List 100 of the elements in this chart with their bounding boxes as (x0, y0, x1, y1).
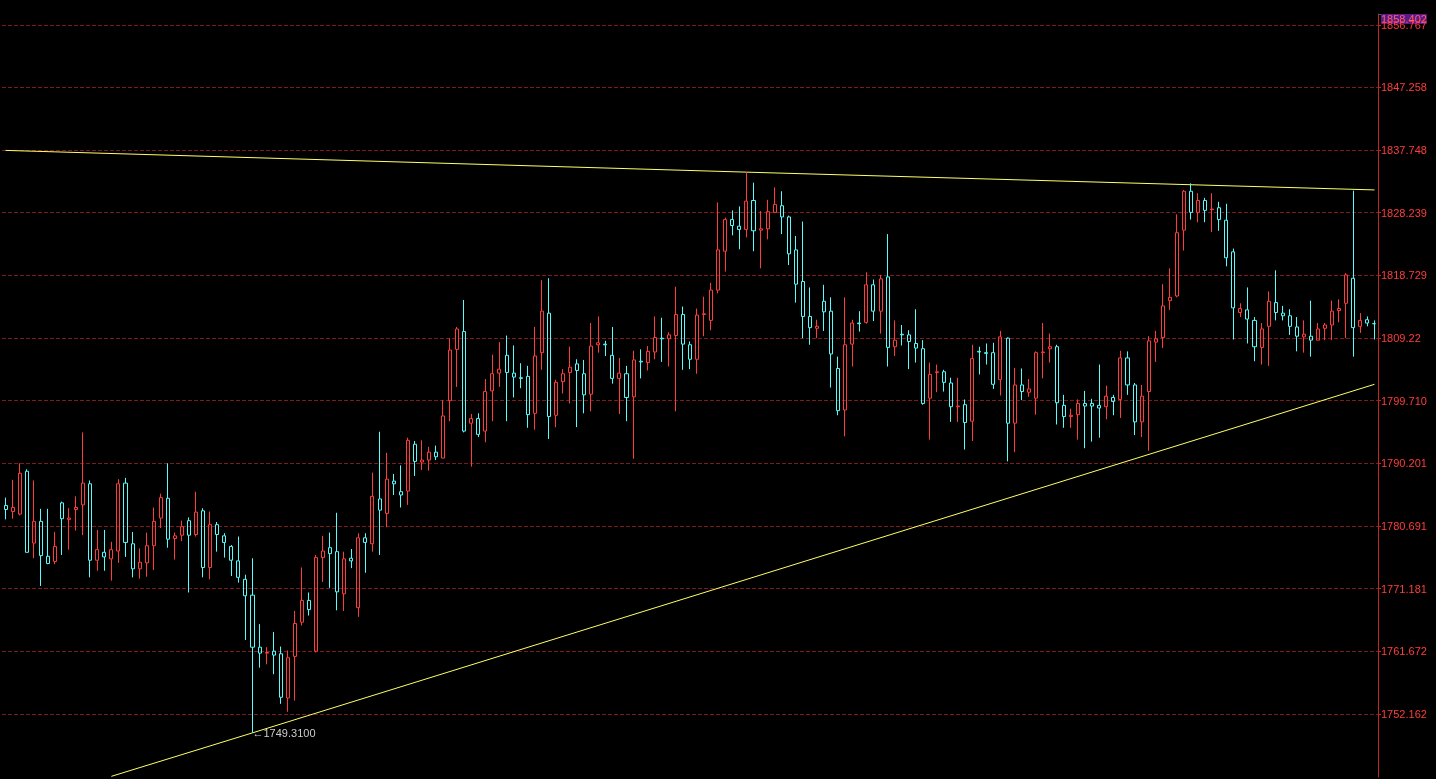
candlestick (526, 365, 530, 429)
candlestick (1330, 300, 1334, 341)
candlestick (1034, 350, 1038, 416)
candlestick (145, 532, 149, 578)
candlestick (32, 480, 36, 559)
candlestick (1196, 192, 1200, 223)
candlestick (173, 532, 177, 561)
candlestick (963, 398, 967, 451)
candlestick (737, 205, 741, 250)
candlestick (1111, 394, 1115, 416)
candlestick (991, 342, 995, 390)
candlestick (490, 354, 494, 422)
candlestick (95, 529, 99, 572)
candlestick (4, 497, 8, 520)
candlestick (547, 277, 551, 440)
candlestick (116, 478, 120, 564)
y-tick-label: 1799.710 (1381, 394, 1427, 407)
y-tick-label: 1818.729 (1381, 269, 1427, 282)
candlestick (272, 631, 276, 675)
candlestick (900, 324, 904, 346)
candlestick (363, 532, 367, 574)
candlestick (554, 379, 558, 428)
candlestick (1267, 290, 1271, 367)
candlestick (1140, 384, 1144, 438)
candlestick (561, 368, 565, 395)
candlestick (928, 362, 932, 441)
candlestick (624, 365, 629, 422)
candlestick (787, 215, 791, 266)
candlestick (1090, 398, 1094, 443)
candlestick (1076, 398, 1080, 441)
candlestick (413, 440, 417, 477)
candlestick (730, 209, 734, 236)
candlestick (1203, 197, 1207, 223)
candlestick (497, 341, 501, 388)
candlestick (166, 462, 170, 549)
candlestick (970, 344, 974, 442)
candlestick (864, 271, 868, 325)
candlestick (773, 186, 777, 214)
candlestick (328, 532, 332, 589)
candlestick (850, 319, 854, 368)
candlestick (1351, 190, 1355, 358)
candlestick (1245, 286, 1249, 344)
candlestick (759, 210, 763, 269)
y-tick-label: 1780.691 (1381, 520, 1427, 533)
candlestick (871, 279, 875, 322)
candlestick (1217, 201, 1221, 232)
candlestick (109, 541, 113, 582)
candlestick (180, 520, 184, 542)
candlestick (935, 364, 939, 393)
candlestick (1027, 378, 1031, 398)
candlestick (1083, 390, 1087, 449)
candlestick (1372, 319, 1376, 340)
candlestick (1062, 394, 1066, 429)
candlestick (159, 493, 163, 529)
candlestick (462, 299, 466, 433)
candlestick (815, 319, 819, 339)
candlestick (512, 344, 516, 398)
candlestick (1337, 298, 1341, 323)
candlestick (801, 221, 805, 339)
candlestick (1069, 408, 1073, 429)
candlestick (201, 507, 205, 578)
candlestick (1055, 344, 1059, 425)
candlestick (258, 623, 262, 669)
y-tick-label: 1847.258 (1381, 81, 1427, 94)
candlestick (568, 346, 572, 404)
candlestick (1133, 382, 1137, 436)
candlestick (822, 284, 826, 332)
candlestick (780, 190, 784, 235)
candlestick (519, 362, 523, 389)
candlestick (1302, 319, 1306, 354)
candlestick (1182, 189, 1186, 252)
candlestick (1210, 192, 1214, 233)
candlestick (434, 445, 438, 461)
candlestick (131, 531, 135, 578)
candlestick (370, 472, 374, 553)
candlestick (307, 592, 311, 617)
candlestick (1154, 330, 1158, 363)
candlestick (123, 477, 128, 558)
candlestick (60, 501, 64, 556)
candlestick (1231, 248, 1235, 340)
candlestick (893, 319, 897, 357)
candlestick (208, 510, 212, 580)
candlestick (794, 235, 798, 304)
candlestick (138, 547, 142, 580)
y-tick-label: 1837.748 (1381, 144, 1427, 157)
candlestick (1020, 367, 1024, 401)
candlestick (653, 315, 657, 360)
candlestick (766, 199, 770, 240)
candlestick (914, 308, 918, 364)
candlestick (1168, 267, 1172, 311)
candlestick (293, 610, 297, 702)
y-tick-label: 1790.201 (1381, 457, 1427, 470)
candlestick (286, 649, 290, 713)
candlestick (751, 182, 756, 252)
candlestick (949, 377, 953, 423)
candlestick (399, 464, 403, 509)
candlestick (632, 350, 636, 460)
candlestick (1013, 367, 1017, 453)
candlestick (829, 296, 833, 389)
candlestick (1006, 337, 1010, 462)
